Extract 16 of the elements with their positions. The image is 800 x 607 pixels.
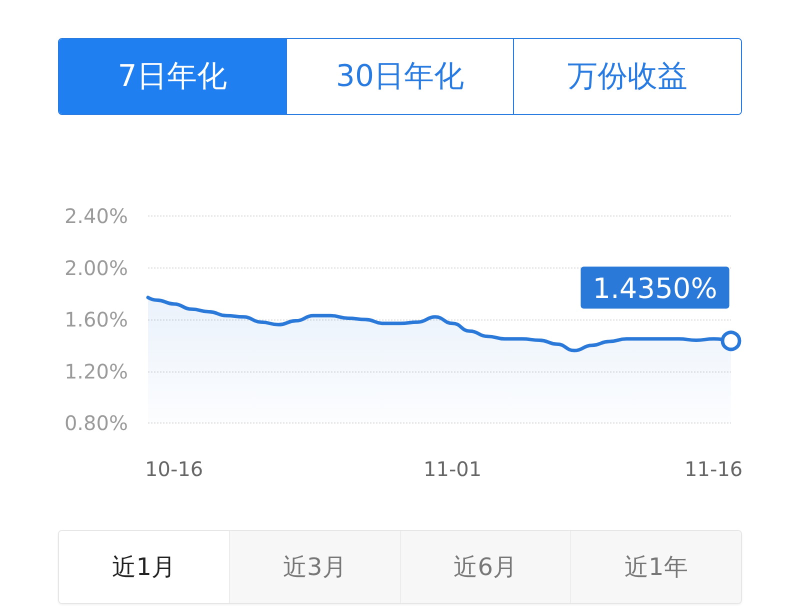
category-label: 7日年化	[59, 39, 286, 114]
y-tick-label: 2.40%	[64, 204, 128, 228]
data-label: 1.4350%	[592, 272, 718, 306]
y-tick-label: 0.80%	[64, 411, 128, 435]
category-label: 万份收益	[513, 39, 742, 114]
category-label: 近6月	[400, 531, 570, 603]
x-tick-label: 11-16	[684, 457, 743, 481]
x-tick-label: 10-16	[145, 457, 204, 481]
y-tick-label: 1.60%	[64, 308, 128, 332]
category-label: 近3月	[228, 531, 400, 603]
y-tick-label: 1.20%	[64, 359, 128, 384]
category-label: 30日年化	[286, 39, 514, 114]
y-tick-label: 2.00%	[64, 256, 128, 280]
category-label: 近1年	[570, 531, 741, 603]
x-tick-label: 11-01	[423, 457, 482, 481]
category-label: 近1月	[59, 531, 229, 603]
